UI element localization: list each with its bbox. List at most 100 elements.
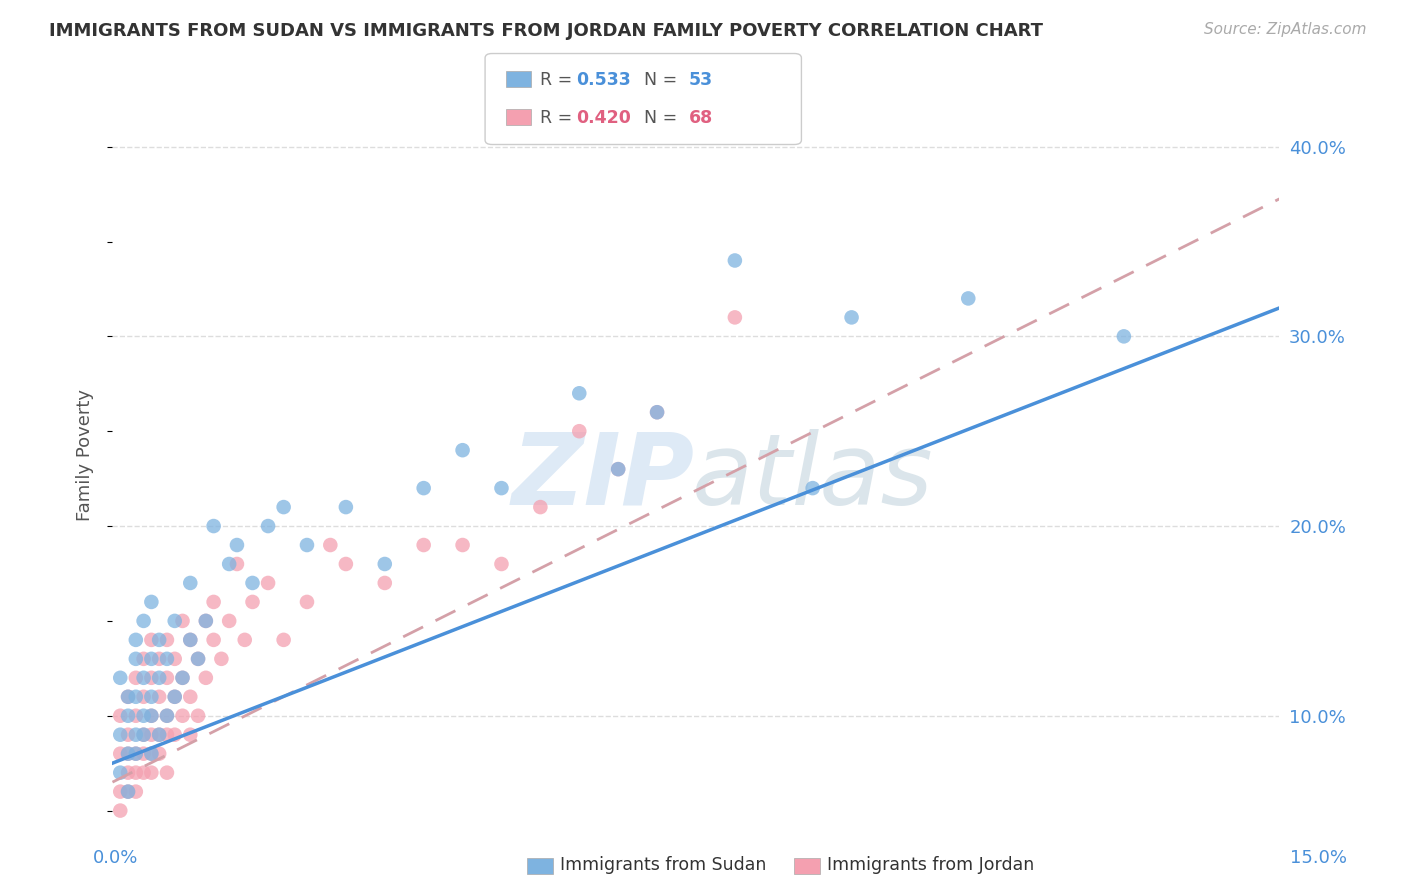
Point xyxy=(179,690,201,704)
Point xyxy=(568,386,591,401)
Point xyxy=(607,462,630,476)
Point xyxy=(179,632,201,647)
Point xyxy=(607,462,630,476)
Text: N =: N = xyxy=(633,109,682,127)
Text: Immigrants from Jordan: Immigrants from Jordan xyxy=(827,856,1033,874)
Point xyxy=(156,765,179,780)
Point xyxy=(148,671,170,685)
Point xyxy=(148,747,170,761)
Point xyxy=(117,747,139,761)
Point xyxy=(125,632,148,647)
Text: ZIP: ZIP xyxy=(512,429,695,526)
Point xyxy=(125,747,148,761)
Point xyxy=(148,632,170,647)
Point xyxy=(187,708,209,723)
Point xyxy=(125,747,148,761)
Point xyxy=(148,728,170,742)
Point xyxy=(141,747,163,761)
Point xyxy=(194,614,217,628)
Point xyxy=(156,728,179,742)
Text: Source: ZipAtlas.com: Source: ZipAtlas.com xyxy=(1204,22,1367,37)
Point xyxy=(724,310,747,325)
Point xyxy=(132,708,155,723)
Text: 68: 68 xyxy=(689,109,713,127)
Text: N =: N = xyxy=(633,71,682,89)
Point xyxy=(179,632,201,647)
Point xyxy=(172,708,194,723)
Point xyxy=(801,481,824,495)
Point xyxy=(163,652,186,666)
Point xyxy=(163,614,186,628)
Text: R =: R = xyxy=(540,109,578,127)
Point xyxy=(209,652,232,666)
Point xyxy=(172,671,194,685)
Point xyxy=(172,671,194,685)
Point xyxy=(132,671,155,685)
Point xyxy=(117,747,139,761)
Text: 53: 53 xyxy=(689,71,713,89)
Text: atlas: atlas xyxy=(692,429,934,526)
Point xyxy=(179,728,201,742)
Point xyxy=(132,728,155,742)
Point xyxy=(194,671,217,685)
Point xyxy=(218,614,240,628)
Point xyxy=(132,690,155,704)
Point xyxy=(218,557,240,571)
Point xyxy=(202,519,225,533)
Point xyxy=(568,424,591,438)
Point xyxy=(242,595,264,609)
Point xyxy=(141,708,163,723)
Point xyxy=(141,690,163,704)
Point xyxy=(187,652,209,666)
Point xyxy=(141,728,163,742)
Point xyxy=(110,671,132,685)
Point xyxy=(451,443,474,458)
Point xyxy=(242,576,264,591)
Point xyxy=(163,690,186,704)
Point xyxy=(163,728,186,742)
Point xyxy=(226,538,249,552)
Point xyxy=(202,595,225,609)
Point xyxy=(110,728,132,742)
Point xyxy=(141,747,163,761)
Point xyxy=(117,784,139,798)
Point xyxy=(110,765,132,780)
Text: 0.420: 0.420 xyxy=(576,109,631,127)
Point xyxy=(141,652,163,666)
Point xyxy=(1112,329,1135,343)
Point xyxy=(156,632,179,647)
Point xyxy=(374,576,396,591)
Point xyxy=(156,671,179,685)
Point xyxy=(110,804,132,818)
Point xyxy=(172,614,194,628)
Point xyxy=(125,690,148,704)
Point xyxy=(117,784,139,798)
Point xyxy=(319,538,342,552)
Point xyxy=(125,728,148,742)
Point xyxy=(141,708,163,723)
Point xyxy=(179,576,201,591)
Point xyxy=(226,557,249,571)
Point xyxy=(257,576,280,591)
Point xyxy=(957,292,980,306)
Point xyxy=(148,690,170,704)
Point xyxy=(156,708,179,723)
Point xyxy=(132,652,155,666)
Point xyxy=(132,747,155,761)
Point xyxy=(194,614,217,628)
Point xyxy=(132,614,155,628)
Point xyxy=(451,538,474,552)
Point xyxy=(110,747,132,761)
Point xyxy=(132,728,155,742)
Point xyxy=(141,632,163,647)
Point xyxy=(335,500,357,514)
Point xyxy=(141,595,163,609)
Point xyxy=(645,405,668,419)
Text: 0.533: 0.533 xyxy=(576,71,631,89)
Point xyxy=(295,595,318,609)
Point xyxy=(141,671,163,685)
Point xyxy=(335,557,357,571)
Point xyxy=(125,671,148,685)
Point xyxy=(117,765,139,780)
Point xyxy=(110,708,132,723)
